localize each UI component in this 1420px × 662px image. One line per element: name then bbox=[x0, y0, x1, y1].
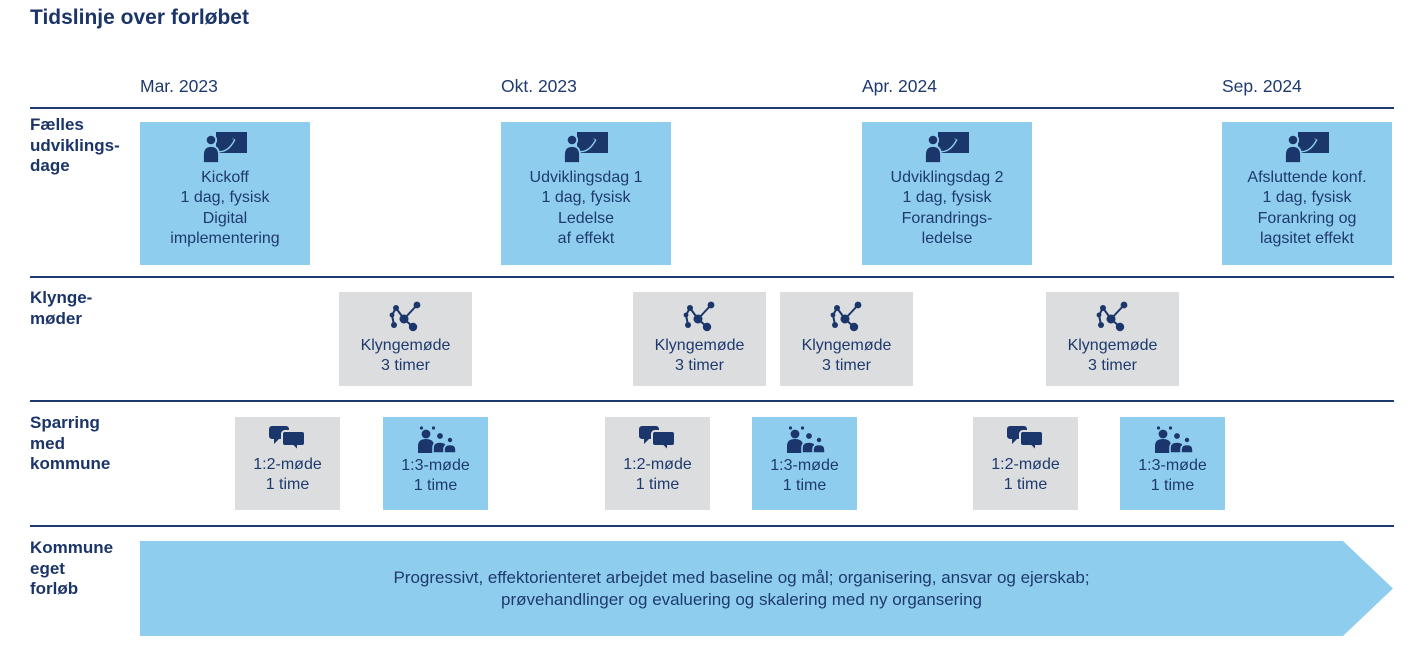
process-arrow: Progressivt, effektorienteret arbejdet m… bbox=[140, 541, 1393, 636]
event-text: 1:2-møde 1 time bbox=[253, 456, 322, 494]
process-arrow-text: Progressivt, effektorienteret arbejdet m… bbox=[393, 567, 1090, 609]
event-box-klyngemode-1: Klyngemøde 3 timer bbox=[339, 292, 472, 386]
date-label-sep-2024: Sep. 2024 bbox=[1222, 76, 1302, 96]
people-icon bbox=[1153, 426, 1193, 453]
presenter-icon bbox=[925, 132, 969, 163]
event-box-12-mode-1: 1:2-møde 1 time bbox=[235, 417, 340, 510]
row-label-klyngemoder: Klynge- møder bbox=[30, 288, 93, 328]
network-icon bbox=[682, 300, 715, 333]
people-icon bbox=[785, 426, 825, 453]
event-box-13-mode-1: 1:3-møde 1 time bbox=[383, 417, 488, 510]
event-box-udviklingsdag-1: Udviklingsdag 1 1 dag, fysisk Ledelse af… bbox=[501, 122, 671, 265]
event-text: Kickoff 1 dag, fysisk Digital implemente… bbox=[170, 169, 280, 248]
people-icon bbox=[416, 426, 456, 453]
event-box-klyngemode-4: Klyngemøde 3 timer bbox=[1046, 292, 1179, 386]
presenter-icon bbox=[564, 132, 608, 163]
event-box-13-mode-2: 1:3-møde 1 time bbox=[752, 417, 857, 510]
row-label-faelles-udviklingsdage: Fælles udviklings- dage bbox=[30, 115, 120, 176]
network-icon bbox=[829, 300, 862, 333]
event-box-kickoff: Kickoff 1 dag, fysisk Digital implemente… bbox=[140, 122, 310, 265]
event-text: Klyngemøde 3 timer bbox=[360, 337, 451, 375]
event-box-12-mode-2: 1:2-møde 1 time bbox=[605, 417, 710, 510]
row-label-kommune-eget-forlob: Kommune eget forløb bbox=[30, 538, 114, 599]
presenter-icon bbox=[1285, 132, 1329, 163]
network-icon bbox=[1095, 300, 1128, 333]
event-text: Klyngemøde 3 timer bbox=[1067, 337, 1158, 375]
date-label-mar-2023: Mar. 2023 bbox=[140, 76, 218, 96]
chat-icon bbox=[268, 426, 306, 452]
event-text: 1:3-møde 1 time bbox=[770, 457, 839, 495]
event-text: Udviklingsdag 1 1 dag, fysisk Ledelse af… bbox=[529, 169, 643, 248]
row-label-sparring-med-kommune: Sparring med kommune bbox=[30, 413, 111, 474]
presenter-icon bbox=[203, 132, 247, 163]
separator-line bbox=[30, 525, 1394, 527]
separator-line bbox=[30, 276, 1394, 278]
chat-icon bbox=[638, 426, 676, 452]
event-text: 1:3-møde 1 time bbox=[401, 457, 470, 495]
event-text: Klyngemøde 3 timer bbox=[801, 337, 892, 375]
event-text: 1:3-møde 1 time bbox=[1138, 457, 1207, 495]
event-text: Udviklingsdag 2 1 dag, fysisk Forandring… bbox=[890, 169, 1004, 248]
date-label-okt-2023: Okt. 2023 bbox=[501, 76, 577, 96]
network-icon bbox=[388, 300, 421, 333]
event-box-klyngemode-3: Klyngemøde 3 timer bbox=[780, 292, 913, 386]
page-title: Tidslinje over forløbet bbox=[30, 6, 249, 29]
event-box-klyngemode-2: Klyngemøde 3 timer bbox=[633, 292, 766, 386]
event-text: Afsluttende konf. 1 dag, fysisk Forankri… bbox=[1247, 169, 1367, 248]
event-text: Klyngemøde 3 timer bbox=[654, 337, 745, 375]
event-box-afsluttende-konf: Afsluttende konf. 1 dag, fysisk Forankri… bbox=[1222, 122, 1392, 265]
separator-line bbox=[30, 107, 1394, 109]
chat-icon bbox=[1006, 426, 1044, 452]
event-box-12-mode-3: 1:2-møde 1 time bbox=[973, 417, 1078, 510]
event-box-13-mode-3: 1:3-møde 1 time bbox=[1120, 417, 1225, 510]
event-box-udviklingsdag-2: Udviklingsdag 2 1 dag, fysisk Forandring… bbox=[862, 122, 1032, 265]
date-label-apr-2024: Apr. 2024 bbox=[862, 76, 937, 96]
separator-line bbox=[30, 400, 1394, 402]
event-text: 1:2-møde 1 time bbox=[991, 456, 1060, 494]
event-text: 1:2-møde 1 time bbox=[623, 456, 692, 494]
